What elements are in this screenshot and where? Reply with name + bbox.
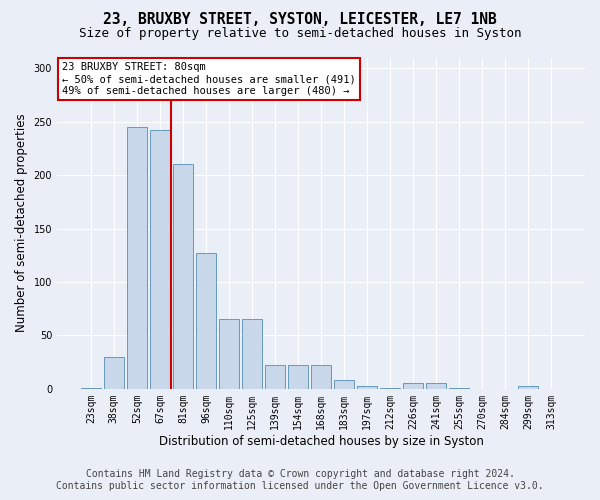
Bar [219,320,239,389]
X-axis label: Distribution of semi-detached houses by size in Syston: Distribution of semi-detached houses by … [158,434,484,448]
Bar [242,320,262,389]
Bar [357,386,377,389]
Text: Contains HM Land Registry data © Crown copyright and database right 2024.
Contai: Contains HM Land Registry data © Crown c… [56,470,544,491]
Bar [427,384,446,389]
Bar [518,386,538,389]
Bar [173,164,193,389]
Bar [288,366,308,389]
Bar [196,253,216,389]
Text: 23 BRUXBY STREET: 80sqm
← 50% of semi-detached houses are smaller (491)
49% of s: 23 BRUXBY STREET: 80sqm ← 50% of semi-de… [62,62,356,96]
Y-axis label: Number of semi-detached properties: Number of semi-detached properties [15,114,28,332]
Bar [265,366,285,389]
Bar [104,357,124,389]
Text: 23, BRUXBY STREET, SYSTON, LEICESTER, LE7 1NB: 23, BRUXBY STREET, SYSTON, LEICESTER, LE… [103,12,497,28]
Bar [150,130,170,389]
Bar [380,388,400,389]
Bar [311,366,331,389]
Text: Size of property relative to semi-detached houses in Syston: Size of property relative to semi-detach… [79,28,521,40]
Bar [403,384,423,389]
Bar [449,388,469,389]
Bar [81,388,101,389]
Bar [334,380,354,389]
Bar [127,127,146,389]
